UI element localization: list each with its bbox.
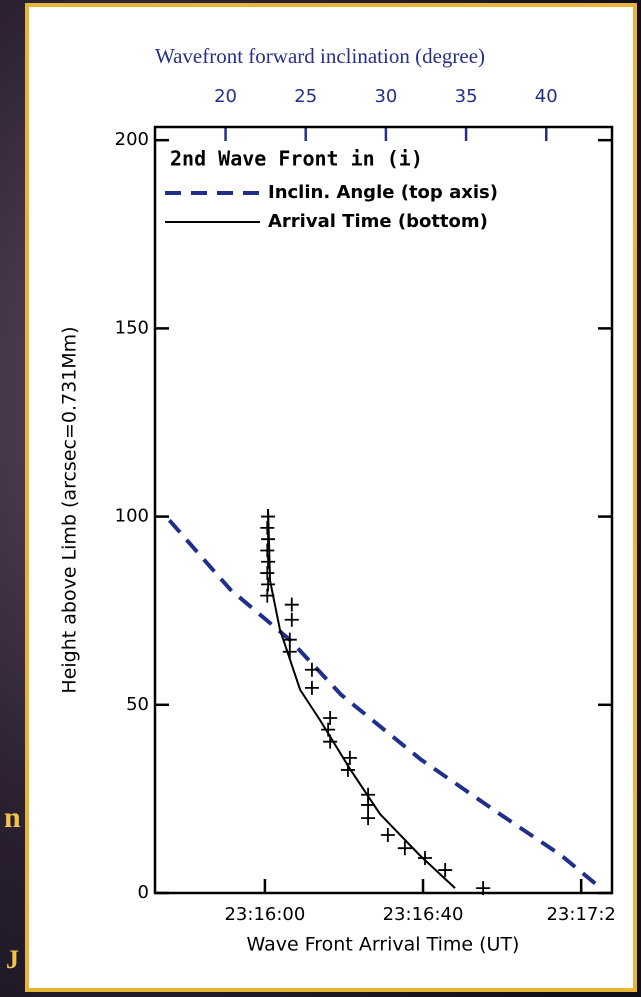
data-point bbox=[282, 632, 297, 647]
data-point bbox=[342, 750, 357, 765]
data-point bbox=[380, 828, 395, 843]
top-tick-label: 25 bbox=[294, 86, 317, 107]
series-line bbox=[267, 509, 456, 889]
data-point bbox=[282, 644, 297, 659]
top-tick-label: 40 bbox=[535, 86, 558, 107]
panel bbox=[25, 3, 637, 992]
legend-label: Arrival Time (bottom) bbox=[268, 211, 488, 232]
data-point bbox=[340, 762, 355, 777]
data-point bbox=[438, 863, 453, 878]
top-tick-label: 20 bbox=[214, 86, 237, 107]
data-point bbox=[321, 722, 336, 737]
legend-title: 2nd Wave Front in (i) bbox=[170, 147, 423, 171]
data-point bbox=[418, 850, 433, 865]
data-point bbox=[323, 734, 338, 749]
x-tick-label: 23:16:00 bbox=[224, 904, 305, 925]
x-tick-label: 23:16:40 bbox=[383, 904, 464, 925]
data-point bbox=[397, 841, 412, 856]
top-tick-label: 35 bbox=[455, 86, 478, 107]
data-point bbox=[323, 710, 338, 725]
data-point bbox=[361, 797, 376, 812]
data-point bbox=[284, 612, 299, 627]
slide-text: J bbox=[6, 945, 19, 974]
data-point bbox=[304, 662, 319, 677]
data-point bbox=[260, 588, 275, 603]
plot: 0 50 100 150 200 23:16:00 23:16:40 23:17:2 20 25 3… bbox=[115, 86, 616, 925]
data-point bbox=[304, 680, 319, 695]
y-tick-label: 150 bbox=[115, 317, 149, 338]
y-tick-label: 50 bbox=[126, 694, 149, 715]
y-axis-title: Height above Limb (arcsec=0.731Mm) bbox=[59, 326, 81, 693]
y-tick-label: 200 bbox=[115, 129, 149, 150]
y-tick-label: 100 bbox=[115, 506, 149, 527]
x-axis-title: Wave Front Arrival Time (UT) bbox=[247, 934, 520, 956]
top-axis-title: Wavefront forward inclination (degree) bbox=[155, 44, 485, 68]
legend-label: Inclin. Angle (top axis) bbox=[268, 182, 498, 203]
x-tick-label: 23:17:2 bbox=[546, 904, 615, 925]
series-line bbox=[167, 519, 603, 890]
plot-frame bbox=[153, 125, 614, 895]
y-tick-label: 0 bbox=[138, 882, 149, 903]
data-point bbox=[284, 597, 299, 612]
slide-text: n bbox=[4, 801, 21, 834]
top-tick-label: 30 bbox=[374, 86, 397, 107]
data-point bbox=[361, 811, 376, 826]
